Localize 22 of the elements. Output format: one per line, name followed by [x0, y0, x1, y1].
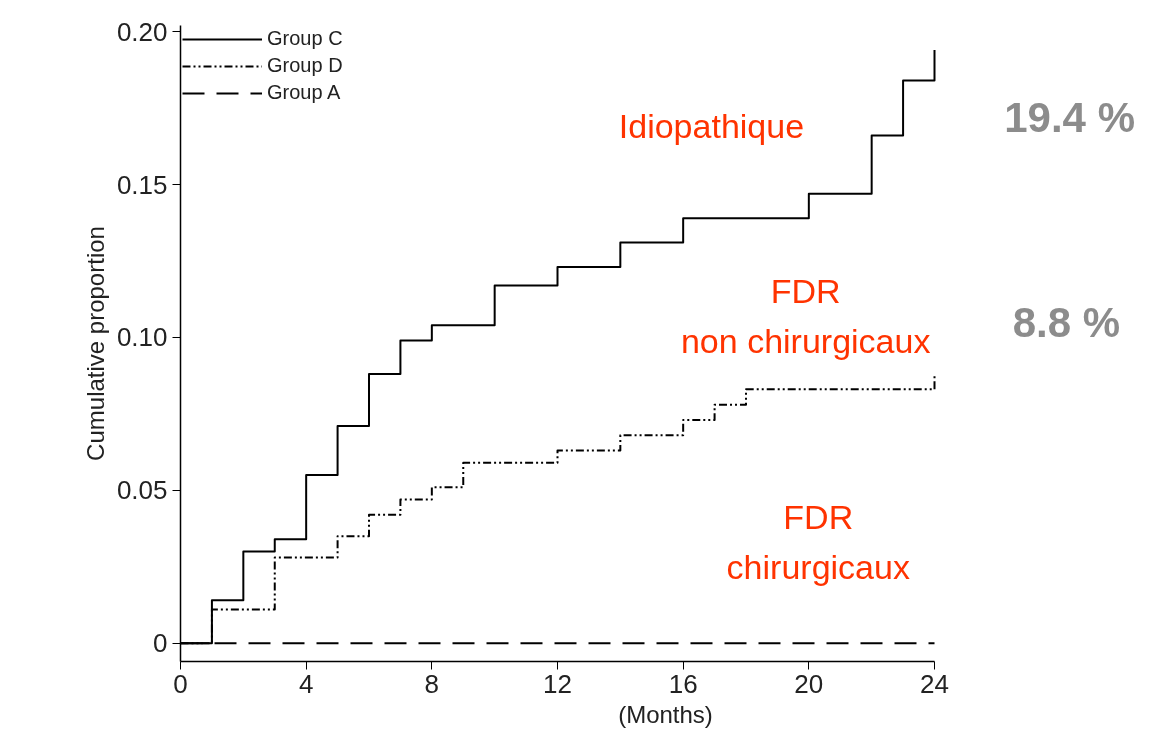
x-axis-title: (Months): [618, 700, 713, 728]
x-tick-label: 16: [668, 668, 698, 699]
x-tick-label: 4: [298, 668, 314, 699]
text: 19.4 %: [1004, 93, 1135, 141]
x-tick-label: 8: [424, 668, 440, 699]
y-tick-label: 0: [153, 628, 168, 659]
x-tick-label: 0: [173, 668, 188, 699]
legend-label: Group C: [267, 27, 343, 50]
legend-label: Group D: [267, 54, 343, 77]
x-tick-label: 20: [794, 668, 824, 699]
x-tick-label: 24: [920, 668, 949, 699]
annotation: FDR non chirurgicaux: [680, 271, 931, 361]
y-tick-label: 0.20: [116, 16, 168, 47]
x-tick-label: 12: [543, 668, 572, 699]
y-tick-label: 0.15: [116, 169, 168, 200]
y-tick-label: 0.10: [116, 322, 168, 353]
annotation: FDR chirurgicaux: [726, 498, 910, 587]
text: 8.8 %: [1012, 298, 1121, 346]
annotation: Idiopathique: [618, 107, 805, 146]
y-axis-title: Cumulative proportion: [81, 226, 109, 461]
y-tick-label: 0.05: [116, 475, 168, 506]
legend-label: Group A: [267, 81, 341, 104]
